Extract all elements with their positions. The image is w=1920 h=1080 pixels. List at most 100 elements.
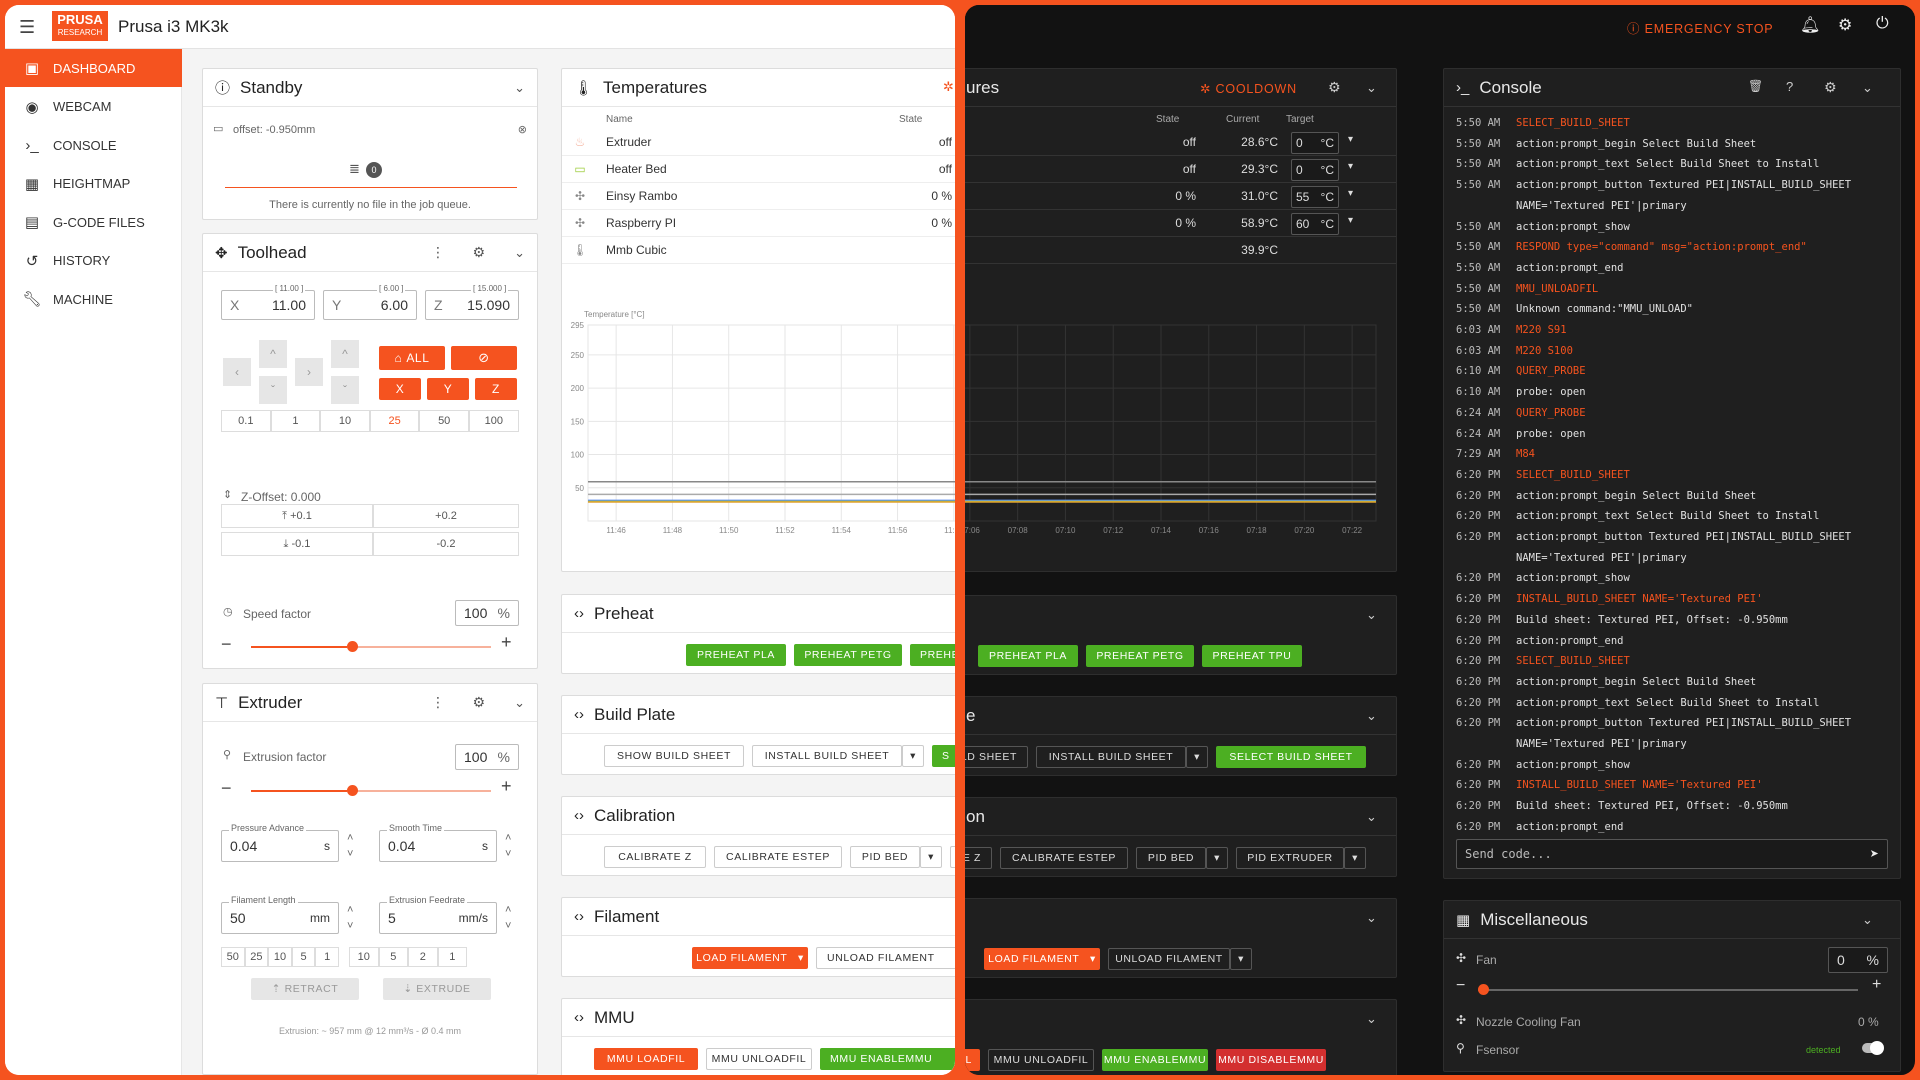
close-icon[interactable]: ⊗: [517, 124, 527, 136]
pid-extruder-button-dark[interactable]: PID EXTRUDER: [1236, 847, 1344, 869]
bell-icon[interactable]: 🔔︎: [1800, 17, 1821, 34]
jog-x-minus-button[interactable]: ‹: [223, 358, 251, 386]
send-icon[interactable]: ➤: [1869, 845, 1879, 863]
retract-button[interactable]: ⇡ RETRACT: [251, 978, 359, 1000]
extrusion-slider-knob[interactable]: [347, 785, 358, 796]
load-filament-button-dark[interactable]: LOAD FILAMENT ▾: [984, 948, 1100, 970]
z-up-small-button[interactable]: ⤒ +0.1: [221, 504, 373, 528]
pid-extruder-dropdown-dark[interactable]: ▾: [1344, 847, 1366, 869]
menu-icon[interactable]: ☰: [19, 17, 36, 37]
extrusion-factor-input[interactable]: 100%: [455, 744, 519, 770]
length-step-25-button[interactable]: 25: [244, 947, 269, 967]
plus-icon[interactable]: +: [1872, 976, 1882, 993]
trash-icon[interactable]: 🗑︎: [1748, 79, 1764, 93]
chevron-down-icon[interactable]: ⌄: [514, 80, 525, 95]
chevron-down-icon[interactable]: ⌄: [1366, 910, 1377, 925]
more-icon[interactable]: ⋮: [431, 244, 445, 260]
chevron-down-icon[interactable]: ⌄: [1366, 708, 1377, 723]
mmu-loadfil-button[interactable]: MMU LOADFIL: [594, 1048, 698, 1070]
feedrate-step-10-button[interactable]: 10: [349, 947, 379, 967]
step-25-button[interactable]: 25: [369, 410, 420, 432]
length-step-1-button[interactable]: 1: [315, 947, 339, 967]
extrude-button[interactable]: ⇣ EXTRUDE: [383, 978, 491, 1000]
preheat-pla-button[interactable]: PREHEAT PLA: [686, 644, 786, 666]
speed-factor-input[interactable]: 100%: [455, 600, 519, 626]
caret-down-icon[interactable]: ▾: [1348, 134, 1354, 145]
motors-off-button[interactable]: ⊘: [451, 346, 517, 370]
x-position-field[interactable]: X 11.00: [221, 290, 315, 320]
smooth-time-input[interactable]: 0.04 s: [379, 830, 497, 862]
pid-bed-button[interactable]: PID BED: [850, 846, 920, 868]
show-build-sheet-button[interactable]: SHOW BUILD SHEET: [604, 745, 744, 767]
gear-icon[interactable]: ⚙: [472, 694, 485, 710]
mmu-enable-button-dark[interactable]: MMU ENABLEMMU: [1102, 1049, 1208, 1071]
minus-icon[interactable]: −: [1456, 977, 1466, 994]
chevron-down-icon[interactable]: ⌄: [1862, 80, 1873, 95]
z-down-big-button[interactable]: -0.2: [373, 532, 519, 556]
caret-down-icon[interactable]: ▾: [1348, 161, 1354, 172]
chevron-down-icon[interactable]: ⌄: [1366, 80, 1377, 95]
cooldown-button[interactable]: ✲ COOLDOWN: [1200, 82, 1297, 96]
calibrate-z-button-dark[interactable]: E Z: [965, 847, 992, 869]
length-step-10-button[interactable]: 10: [268, 947, 292, 967]
fan-slider[interactable]: [1478, 984, 1858, 995]
gear-icon[interactable]: ⚙: [1824, 79, 1837, 95]
load-filament-button[interactable]: LOAD FILAMENT ▾: [692, 947, 808, 969]
mmu-unloadfil-button[interactable]: MMU UNLOADFIL: [706, 1048, 812, 1070]
plus-icon[interactable]: +: [501, 632, 512, 652]
mmu-enable-button[interactable]: MMU ENABLEMMU: [820, 1048, 955, 1070]
sidebar-item-heightmap[interactable]: ▦ HEIGHTMAP: [5, 165, 182, 203]
sidebar-item-webcam[interactable]: ◉ WEBCAM: [5, 88, 182, 126]
mmu-disable-button-dark[interactable]: MMU DISABLEMMU: [1216, 1049, 1326, 1071]
install-dropdown-button[interactable]: ▾: [902, 745, 924, 767]
unload-dropdown-dark[interactable]: ▾: [1230, 948, 1252, 970]
jog-y-minus-button[interactable]: ˇ: [259, 376, 287, 404]
minus-icon[interactable]: −: [221, 634, 232, 654]
ef-stepper-icon[interactable]: ˄ ˅: [505, 904, 512, 932]
pid-extruder-button[interactable]: [950, 846, 955, 868]
jog-z-plus-button[interactable]: ^: [331, 340, 359, 368]
z-up-big-button[interactable]: +0.2: [373, 504, 519, 528]
feedrate-step-5-button[interactable]: 5: [378, 947, 408, 967]
sidebar-item-console[interactable]: ›_ CONSOLE: [5, 126, 182, 164]
st-stepper-icon[interactable]: ˄ ˅: [505, 832, 512, 860]
fan-slider-knob[interactable]: [1478, 984, 1489, 995]
pressure-advance-input[interactable]: 0.04 s: [221, 830, 339, 862]
preheat-pla-button-dark[interactable]: PREHEAT PLA: [978, 645, 1078, 667]
length-step-50-button[interactable]: 50: [221, 947, 245, 967]
install-build-sheet-button-dark[interactable]: INSTALL BUILD SHEET: [1036, 746, 1186, 768]
preheat-tpu-button-dark[interactable]: PREHEAT TPU: [1202, 645, 1302, 667]
gear-icon[interactable]: ⚙: [472, 244, 485, 260]
jog-x-plus-button[interactable]: ›: [295, 358, 323, 386]
chevron-down-icon[interactable]: ⌄: [514, 245, 525, 260]
step-100-button[interactable]: 100: [469, 410, 519, 432]
speed-slider-knob[interactable]: [347, 641, 358, 652]
home-z-button[interactable]: Z: [475, 378, 517, 400]
fsensor-toggle[interactable]: [1862, 1041, 1884, 1055]
chevron-down-icon[interactable]: ⌄: [514, 695, 525, 710]
power-icon[interactable]: ⏻: [1876, 15, 1889, 32]
more-icon[interactable]: ⋮: [431, 694, 445, 710]
select-build-sheet-button[interactable]: S: [932, 745, 955, 767]
calibrate-estep-button-dark[interactable]: CALIBRATE ESTEP: [1000, 847, 1128, 869]
preheat-petg-button-dark[interactable]: PREHEAT PETG: [1086, 645, 1194, 667]
jog-z-minus-button[interactable]: ˇ: [331, 376, 359, 404]
chevron-down-icon[interactable]: ⌄: [1366, 607, 1377, 622]
pid-bed-button-dark[interactable]: PID BED: [1136, 847, 1206, 869]
unload-filament-button[interactable]: UNLOAD FILAMENT: [816, 947, 955, 969]
minus-icon[interactable]: −: [221, 778, 232, 798]
install-build-sheet-button[interactable]: INSTALL BUILD SHEET: [752, 745, 902, 767]
caret-down-icon[interactable]: ▾: [1348, 188, 1354, 199]
cooldown-icon[interactable]: ✲: [943, 79, 954, 94]
step-1-button[interactable]: 1: [270, 410, 321, 432]
caret-down-icon[interactable]: ▾: [1348, 215, 1354, 226]
help-icon[interactable]: ?: [1786, 79, 1794, 94]
chevron-down-icon[interactable]: ⌄: [1366, 1011, 1377, 1026]
target-temp-input[interactable]: 55 °C: [1291, 186, 1339, 208]
mmu-unloadfil-button-dark[interactable]: MMU UNLOADFIL: [988, 1049, 1094, 1071]
target-temp-input[interactable]: 0 °C: [1291, 159, 1339, 181]
fl-stepper-icon[interactable]: ˄ ˅: [347, 904, 354, 932]
target-temp-input[interactable]: 60 °C: [1291, 213, 1339, 235]
step-10-button[interactable]: 10: [320, 410, 370, 432]
step-50-button[interactable]: 50: [419, 410, 469, 432]
